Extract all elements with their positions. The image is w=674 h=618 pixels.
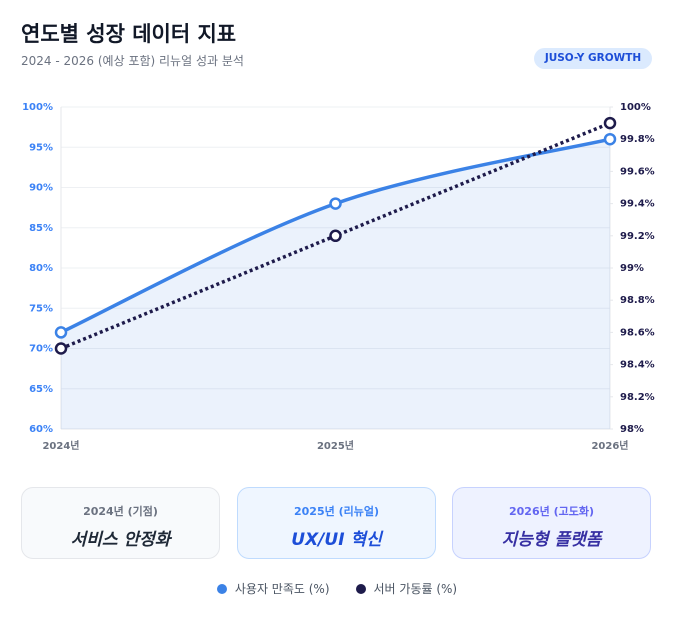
card-label: 2024년 (기점) <box>83 505 158 518</box>
x-tick-label: 2025년 <box>317 439 354 452</box>
y-tick-label: 100% <box>22 102 53 113</box>
point <box>603 116 617 130</box>
point <box>329 229 342 243</box>
point <box>54 326 68 339</box>
x-tick-label: 2026년 <box>591 439 628 452</box>
card: 2025년 (리뉴얼) UX/UI 혁신 <box>237 487 436 559</box>
y-tick-label: 60% <box>29 424 53 435</box>
y2-tick-label: 98.8% <box>620 295 655 306</box>
point <box>329 197 342 210</box>
y2-tick-label: 99.2% <box>620 231 655 242</box>
legend-item[interactable]: 서버 가동률 (%) <box>355 580 458 597</box>
y2-tick-label: 98% <box>620 424 644 435</box>
y-tick-label: 90% <box>29 183 53 194</box>
card-title: 지능형 플랫폼 <box>501 530 602 550</box>
card: 2026년 (고도화) 지능형 플랫폼 <box>452 487 651 559</box>
y2-tick-label: 98.6% <box>620 327 655 338</box>
y2-tick-label: 99.8% <box>620 134 655 145</box>
y2-tick-label: 100% <box>620 102 651 113</box>
point <box>54 342 68 355</box>
legend-swatch <box>355 583 366 594</box>
card: 2024년 (기점) 서비스 안정화 <box>21 487 220 559</box>
subtitle: 2024 - 2026 (예상 포함) 리뉴얼 성과 분석 <box>21 54 244 68</box>
area <box>61 139 610 429</box>
card-title: UX/UI 혁신 <box>291 530 382 550</box>
y2-tick-label: 98.4% <box>620 360 655 371</box>
card-title: 서비스 안정화 <box>70 530 171 550</box>
title: 연도별 성장 데이터 지표 <box>21 22 237 46</box>
y-tick-label: 85% <box>29 223 53 234</box>
legend-item[interactable]: 사용자 만족도 (%) <box>216 580 330 597</box>
legend-label: 사용자 만족도 (%) <box>234 582 330 596</box>
badge: JUSO-Y GROWTH <box>534 48 652 69</box>
card-label: 2025년 (리뉴얼) <box>294 505 379 518</box>
x-tick-label: 2024년 <box>42 439 79 452</box>
legend: 사용자 만족도 (%) 서버 가동률 (%) <box>0 580 674 597</box>
y2-tick-label: 99% <box>620 263 644 274</box>
card-label: 2026년 (고도화) <box>509 505 594 518</box>
y-tick-label: 70% <box>29 344 53 355</box>
chart: 60% 65% 70% 75% 80% 85% 90% 95% 100% 98% 98.2% 98.4… <box>22 102 655 452</box>
legend-label: 서버 가동률 (%) <box>373 582 458 596</box>
y-tick-label: 75% <box>29 303 53 314</box>
legend-swatch <box>216 583 227 594</box>
y-tick-label: 95% <box>29 142 53 153</box>
point <box>603 132 617 146</box>
y2-tick-label: 98.2% <box>620 392 655 403</box>
y-tick-label: 80% <box>29 263 53 274</box>
y-tick-label: 65% <box>29 384 53 395</box>
y2-tick-label: 99.4% <box>620 199 655 210</box>
y2-tick-label: 99.6% <box>620 166 655 177</box>
